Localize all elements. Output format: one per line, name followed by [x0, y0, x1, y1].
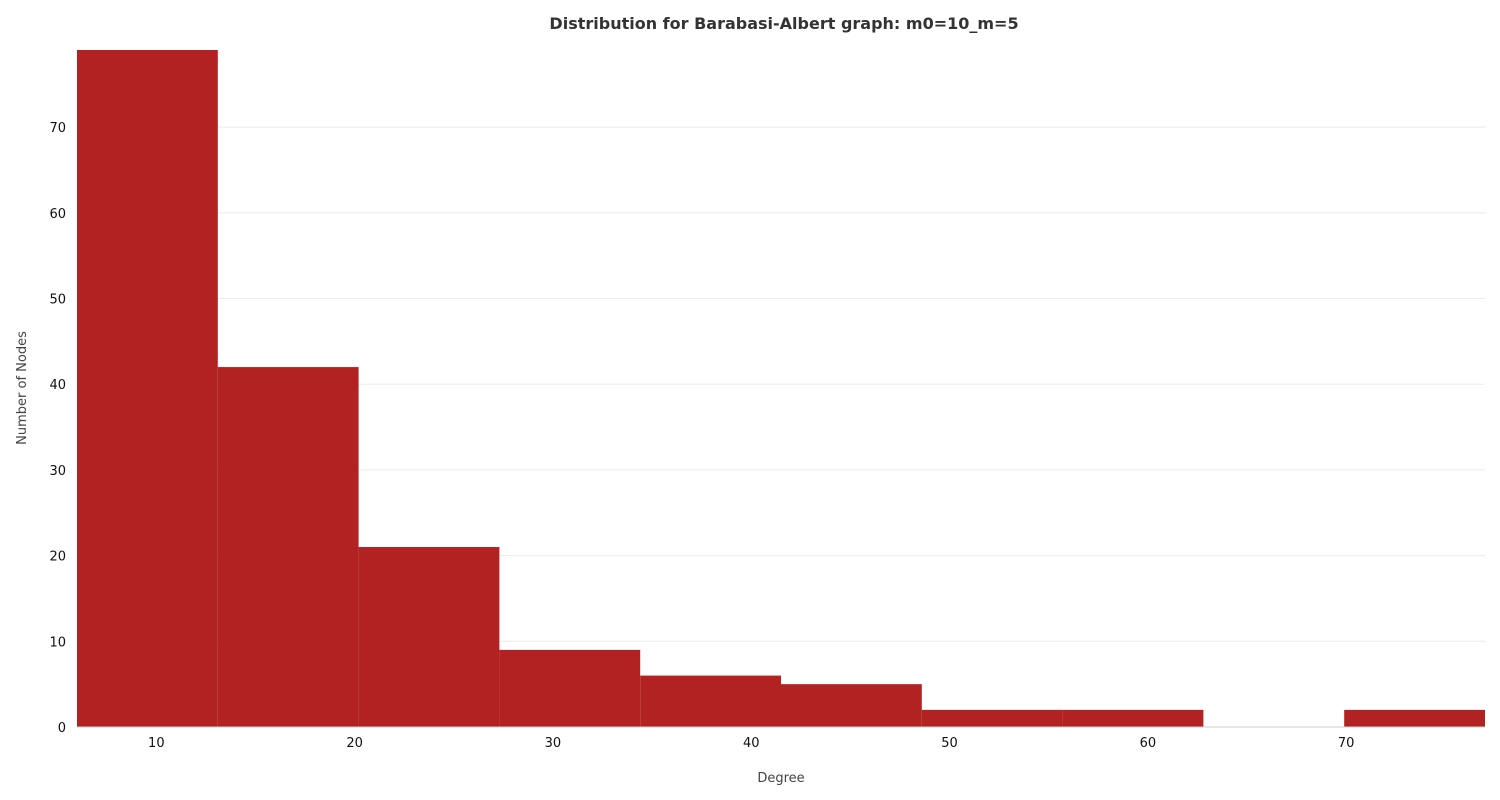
- histogram-bar: [921, 709, 1063, 727]
- y-tick-label: 70: [49, 121, 66, 136]
- histogram-bar: [499, 649, 641, 727]
- histogram-bars: [77, 50, 1485, 727]
- y-axis-label: Number of Nodes: [15, 331, 30, 445]
- histogram-bar: [1344, 709, 1485, 727]
- y-axis-ticks: 0 10 20 30 40 50 60 70: [49, 121, 66, 736]
- y-tick-label: 20: [49, 550, 66, 565]
- x-axis-ticks: 10 20 30 40 50 60 70: [148, 736, 1354, 751]
- histogram-bar: [217, 367, 359, 727]
- y-tick-label: 60: [49, 207, 66, 222]
- y-tick-label: 0: [58, 721, 66, 736]
- histogram-bar: [781, 684, 922, 727]
- x-tick-label: 40: [743, 736, 760, 751]
- x-tick-label: 70: [1338, 736, 1355, 751]
- x-axis-label: Degree: [757, 771, 804, 786]
- x-tick-label: 60: [1140, 736, 1157, 751]
- x-tick-label: 50: [941, 736, 958, 751]
- histogram-bar: [1062, 709, 1204, 727]
- histogram-bar: [640, 675, 781, 727]
- histogram-bar: [77, 50, 218, 727]
- y-tick-label: 40: [49, 378, 66, 393]
- chart-title: Distribution for Barabasi-Albert graph: …: [549, 14, 1018, 33]
- y-tick-label: 50: [49, 293, 66, 308]
- x-tick-label: 30: [545, 736, 562, 751]
- histogram-bar: [358, 547, 500, 727]
- x-tick-label: 20: [346, 736, 363, 751]
- y-tick-label: 10: [49, 635, 66, 650]
- y-tick-label: 30: [49, 464, 66, 479]
- x-tick-label: 10: [148, 736, 165, 751]
